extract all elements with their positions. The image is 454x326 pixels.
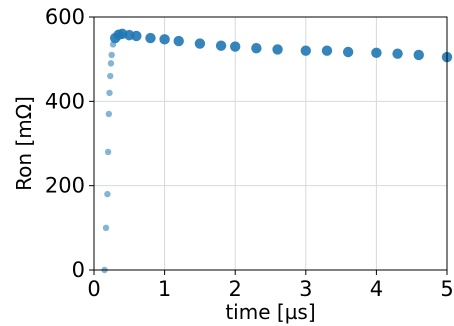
data-point xyxy=(173,35,184,47)
data-point xyxy=(107,72,114,80)
x-tick-label: 3 xyxy=(299,277,312,301)
data-point xyxy=(105,110,113,118)
data-point xyxy=(106,89,113,97)
data-point xyxy=(107,60,115,67)
x-tick-label: 5 xyxy=(440,277,453,301)
data-point xyxy=(251,43,262,54)
data-point xyxy=(413,49,424,61)
x-tick-label: 1 xyxy=(158,277,171,301)
y-tick-label: 200 xyxy=(45,174,85,198)
data-points xyxy=(101,28,453,274)
plot-frame xyxy=(93,16,448,271)
data-point xyxy=(230,41,241,52)
x-tick-label: 2 xyxy=(229,277,242,301)
data-point xyxy=(392,48,403,59)
data-point xyxy=(194,38,206,49)
data-point xyxy=(131,30,142,42)
x-axis-label: time [µs] xyxy=(225,300,315,324)
y-axis-label: Ron [mΩ] xyxy=(12,96,36,191)
data-point xyxy=(300,45,311,56)
x-tick-label: 4 xyxy=(370,277,383,301)
data-point xyxy=(215,40,227,51)
x-tick-label: 0 xyxy=(87,277,100,301)
tick-labels: 0 1 2 3 4 5 0 200 400 600 xyxy=(45,5,454,301)
data-point xyxy=(145,32,156,44)
data-point xyxy=(104,148,112,156)
y-tick-label: 400 xyxy=(45,89,85,113)
axis-ticks xyxy=(89,16,448,275)
data-point xyxy=(342,46,354,58)
data-point xyxy=(159,34,170,45)
data-point xyxy=(102,224,110,232)
data-point xyxy=(272,44,283,55)
y-tick-label: 600 xyxy=(45,5,85,29)
data-point xyxy=(321,45,333,56)
y-tick-label: 0 xyxy=(72,258,85,282)
data-point xyxy=(108,51,115,59)
data-point xyxy=(371,47,382,59)
data-point xyxy=(104,190,111,198)
